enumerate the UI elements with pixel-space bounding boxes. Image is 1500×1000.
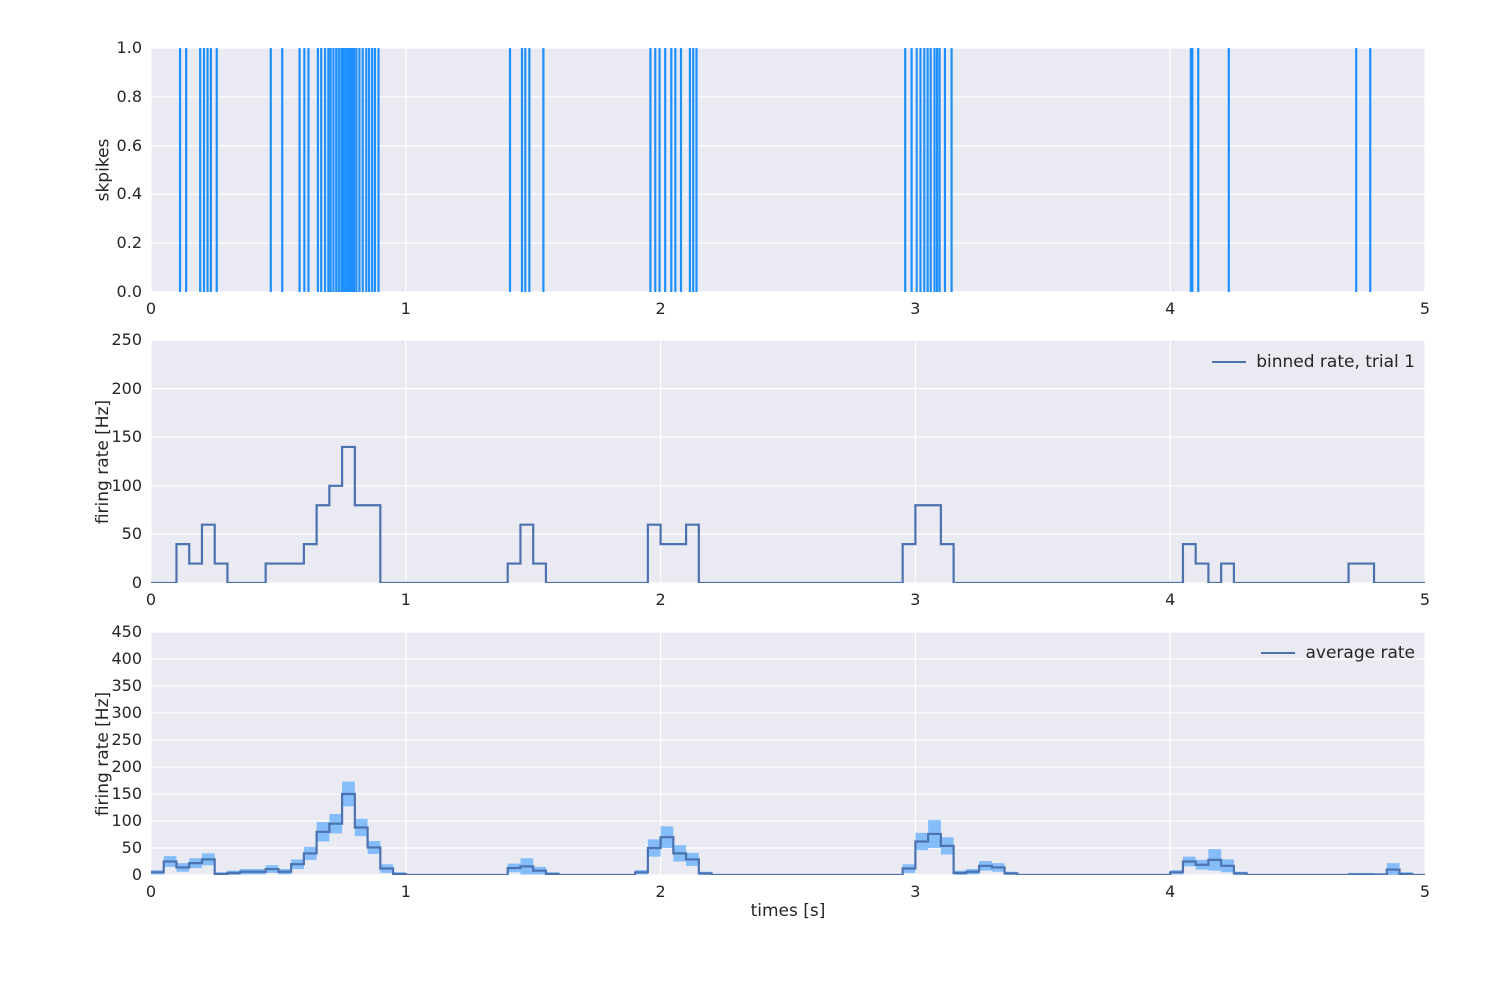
x-tick-label: 4 [1165,590,1176,609]
y-tick-label: 250 [111,730,142,749]
x-tick-label: 3 [910,590,921,609]
y-tick-label: 400 [111,649,142,668]
trial-legend: binned rate, trial 1 [1212,352,1415,372]
y-tick-label: 0.4 [116,184,142,204]
y-tick-label: 200 [111,757,142,776]
x-tick-label: 2 [655,299,666,318]
trial-legend-label: binned rate, trial 1 [1256,352,1415,372]
average-rate-step-line [151,792,1425,875]
y-tick-label: 250 [111,330,142,349]
y-tick-label: 450 [111,622,142,641]
x-tick-label: 0 [145,882,157,901]
axes-background [151,632,1425,875]
x-tick-label: 1 [400,882,411,901]
average-rate-plot [151,632,1425,875]
x-tick-label: 0 [145,299,157,318]
x-tick-label: 5 [1419,590,1431,609]
trial-legend-line-swatch [1212,361,1247,363]
y-tick-label: 0.8 [116,86,142,106]
panel-average-canvas [151,632,1425,875]
y-tick-label: 100 [111,475,142,495]
x-tick-label: 4 [1165,882,1176,901]
x-tick-label: 0 [145,590,157,609]
y-tick-label: 0 [131,865,142,884]
average-legend: average rate [1261,643,1415,663]
x-tick-label: 2 [655,590,666,609]
y-tick-label: 300 [111,703,142,722]
y-tick-label: 150 [111,427,142,447]
y-tick-label: 0.0 [116,282,142,301]
y-tick-label: 1.0 [116,38,142,57]
x-tick-label: 1 [400,590,411,609]
y-tick-label: 350 [111,676,142,695]
y-tick-label: 0 [131,573,142,592]
binned-rate-plot [151,340,1425,583]
spike-raster-plot [151,48,1425,292]
average-legend-label: average rate [1305,643,1415,663]
x-axis-label: times [s] [750,901,826,921]
trial-y-axis-label: firing rate [Hz] [93,399,114,524]
y-tick-label: 50 [121,524,142,544]
y-tick-label: 200 [111,378,142,398]
raster-y-axis-label: skpikes [93,138,113,202]
x-tick-label: 5 [1419,882,1431,901]
binned-rate-step-line [151,445,1425,583]
y-tick-label: 100 [111,811,142,830]
x-tick-label: 5 [1419,299,1431,318]
y-tick-label: 0.2 [116,233,142,253]
panel-trial-canvas [151,340,1425,583]
y-tick-label: 150 [111,784,142,803]
std-band [151,781,1425,875]
panel-raster-canvas [151,48,1425,292]
x-tick-label: 3 [910,882,921,901]
x-tick-label: 1 [400,299,411,318]
x-tick-label: 3 [910,299,921,318]
x-tick-label: 2 [655,882,666,901]
x-tick-label: 4 [1165,299,1176,318]
y-tick-label: 50 [121,838,142,857]
average-legend-line-swatch [1261,652,1296,654]
y-tick-label: 0.6 [116,135,142,155]
axes-background [151,340,1425,583]
